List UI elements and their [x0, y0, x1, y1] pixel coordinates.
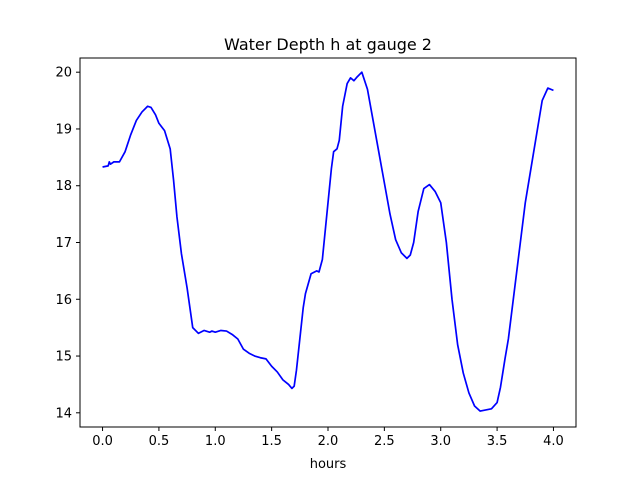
y-axis: 14 15 16 17 18 19 20 [55, 66, 80, 421]
y-tick-label: 19 [55, 122, 72, 137]
x-tick-label: 0.0 [92, 434, 113, 449]
x-tick-label: 4.0 [543, 434, 564, 449]
x-axis: 0.0 0.5 1.0 1.5 2.0 2.5 3.0 3.5 4.0 [92, 427, 564, 449]
x-tick-label: 1.5 [261, 434, 282, 449]
x-tick-label: 0.5 [149, 434, 170, 449]
x-axis-label: hours [310, 457, 347, 472]
x-tick-label: 2.0 [318, 434, 339, 449]
x-tick-label: 3.0 [430, 434, 451, 449]
x-tick-label: 3.5 [487, 434, 508, 449]
y-tick-label: 18 [55, 179, 72, 194]
y-tick-label: 20 [55, 66, 72, 81]
chart-title: Water Depth h at gauge 2 [224, 35, 432, 54]
plot-area [102, 71, 554, 412]
x-tick-label: 1.0 [205, 434, 226, 449]
y-tick-label: 15 [55, 350, 72, 365]
series-line-0 [102, 71, 554, 412]
plot-frame [79, 57, 577, 428]
x-tick-label: 2.5 [374, 434, 395, 449]
y-tick-label: 14 [55, 406, 72, 421]
y-tick-label: 17 [55, 236, 72, 251]
y-tick-label: 16 [55, 293, 72, 308]
